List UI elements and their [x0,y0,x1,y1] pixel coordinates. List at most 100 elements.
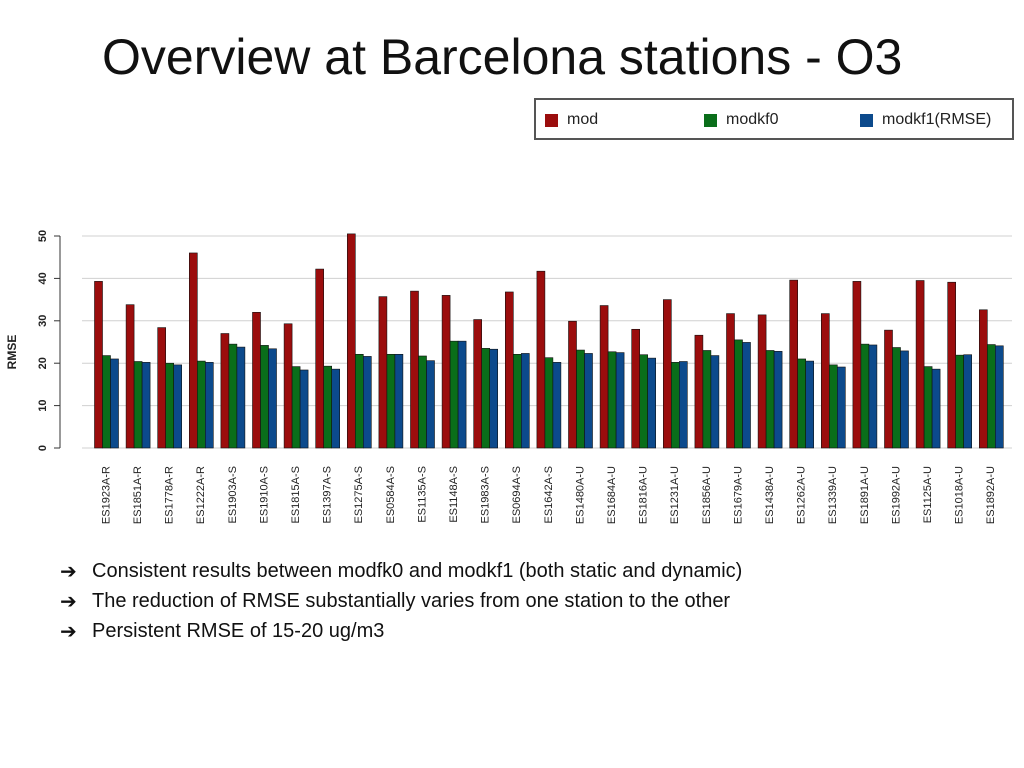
legend-swatch-modkf1 [860,113,873,127]
bar-modkf1rmse [931,368,941,449]
legend-item-mod: mod [545,110,598,130]
bar-modkf0 [512,353,522,449]
bullet-text: The reduction of RMSE substantially vari… [92,589,731,612]
bar-modkf1rmse [900,350,909,449]
x-tick-label: ES1339A-U [827,466,839,524]
bar-modkf0 [576,349,585,449]
x-tick-label: ES1135A-S [416,466,428,523]
bar-modkf0 [765,350,775,449]
bar-modkf1rmse [394,353,404,449]
rmse-bar-chart: 0 10 20 30 40 50 RMSE ES1923A-R ES1851A-R ES1778A… [5,230,1012,524]
bar-modkf0 [197,360,206,449]
bar-modkf1rmse [520,353,530,449]
bar-modkf1rmse [110,358,119,449]
bar-modkf0 [955,354,965,449]
bar-modkf1rmse [994,345,1004,449]
bar-modkf1rmse [236,346,246,449]
bullet-item: ➔ Persistent RMSE of 15-20 ug/m3 [60,616,1000,646]
bar-mod [662,299,672,449]
bullet-item: ➔ The reduction of RMSE substantially va… [60,586,1000,616]
bullet-item: ➔ Consistent results between modfk0 and … [60,556,1000,586]
bar-modkf0 [670,362,680,449]
y-axis-label: RMSE [5,335,19,370]
bar-modkf0 [133,361,143,449]
x-tick-label: ES1262A-U [796,466,808,524]
bar-modkf1rmse [710,355,720,449]
bar-layer [94,233,1004,449]
bar-mod [504,291,514,449]
bar-modkf1rmse [205,362,214,449]
bar-modkf0 [797,358,807,449]
bar-mod [378,296,388,449]
bar-modkf0 [102,355,111,449]
y-tick-label: 10 [37,399,49,411]
legend-label-modkf1: modkf1(RMSE) [882,111,992,128]
bar-mod [568,320,577,449]
bar-mod [94,281,103,449]
bar-modkf0 [639,354,649,449]
bullet-text: Persistent RMSE of 15-20 ug/m3 [92,619,385,642]
bar-modkf1rmse [268,348,277,449]
bar-modkf0 [260,345,269,449]
bar-mod [125,304,135,449]
x-tick-label: ES0694A-S [511,466,523,523]
axis-layer: 0 10 20 30 40 50 RMSE ES1923A-R ES1851A-R ES1778A… [5,230,997,524]
x-tick-label: ES1275A-S [353,466,365,523]
x-tick-label: ES1856A-U [701,466,713,524]
bar-modkf1rmse [552,362,562,449]
bar-modkf1rmse [836,366,846,449]
legend-item-modkf1: modkf1(RMSE) [860,110,991,130]
bar-modkf0 [165,362,174,449]
x-tick-label: ES1480A-U [574,466,586,524]
legend-swatch-mod [545,113,558,127]
right-arrow-icon: ➔ [60,619,77,643]
bar-mod [220,333,230,449]
x-tick-label: ES1992A-U [890,466,902,524]
bar-mod [189,252,198,449]
y-tick-label: 40 [37,272,49,284]
slide-title: Overview at Barcelona stations - O3 [102,29,903,85]
bar-modkf1rmse [426,360,435,449]
x-tick-label: ES1438A-U [764,466,776,524]
y-tick-label: 50 [37,230,49,242]
legend-label-modkf0: modkf0 [726,111,779,128]
bar-mod [726,313,735,449]
x-tick-label: ES1397A-S [322,466,334,523]
bar-mod [947,281,957,449]
right-arrow-icon: ➔ [60,589,77,613]
x-tick-label: ES1679A-U [732,466,744,524]
bar-mod [852,281,862,449]
x-tick-label: ES1642A-S [543,466,555,523]
bar-mod [315,268,325,449]
bar-mod [441,295,451,449]
bar-mod [915,280,925,449]
x-tick-label: ES1903A-S [227,466,239,523]
bar-modkf0 [418,355,427,449]
bar-mod [410,290,419,449]
y-tick-label: 30 [37,315,49,327]
bar-modkf1rmse [331,368,341,449]
bar-mod [884,329,893,449]
x-tick-label: ES1851A-R [132,466,144,524]
bar-modkf1rmse [584,353,593,449]
bar-modkf1rmse [489,348,499,449]
bar-modkf0 [892,347,901,449]
bar-mod [536,270,546,449]
bar-mod [820,313,830,449]
bar-modkf1rmse [963,354,973,449]
legend-swatch-modkf0 [704,113,717,127]
bar-modkf1rmse [773,351,783,449]
chart-legend: mod modkf0 modkf1(RMSE) [534,98,1014,140]
x-tick-label: ES0584A-S [385,466,397,523]
bar-modkf0 [544,357,554,449]
x-tick-label: ES1222A-R [195,466,207,524]
bar-modkf1rmse [299,369,309,449]
bullet-list: ➔ Consistent results between modfk0 and … [60,556,1000,646]
x-tick-label: ES1891A-U [859,466,871,524]
x-tick-label: ES1816A-U [638,466,650,524]
bar-mod [599,305,609,449]
legend-item-modkf0: modkf0 [704,110,778,130]
bar-mod [631,328,641,449]
x-tick-label: ES1125A-U [922,466,934,523]
bullet-text: Consistent results between modfk0 and mo… [92,559,743,582]
